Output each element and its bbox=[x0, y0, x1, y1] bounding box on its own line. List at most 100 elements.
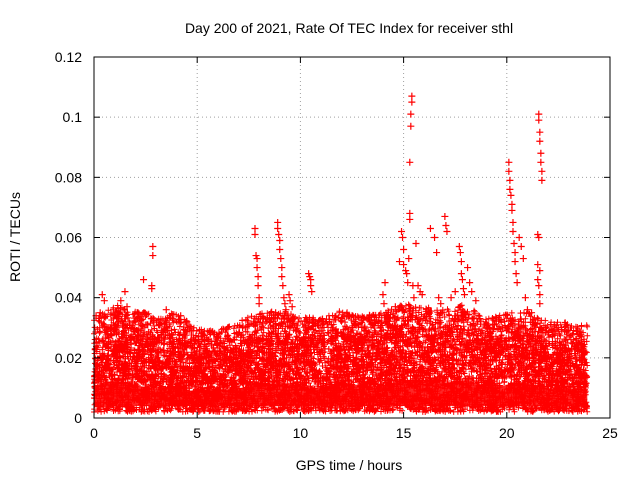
data-point bbox=[144, 321, 152, 329]
data-point bbox=[515, 234, 523, 241]
data-point bbox=[422, 306, 430, 314]
data-point bbox=[177, 312, 185, 320]
x-tick-label: 0 bbox=[90, 425, 98, 441]
data-point bbox=[507, 191, 515, 199]
data-point bbox=[468, 288, 476, 296]
data-point bbox=[511, 249, 519, 257]
data-point bbox=[476, 315, 484, 323]
data-point bbox=[499, 324, 507, 332]
data-point bbox=[512, 270, 520, 278]
data-point bbox=[308, 288, 316, 296]
data-point bbox=[183, 318, 191, 326]
data-point bbox=[107, 324, 115, 332]
data-point bbox=[131, 318, 139, 326]
data-point bbox=[511, 258, 519, 266]
data-point bbox=[458, 276, 466, 284]
data-point bbox=[100, 297, 108, 305]
data-point bbox=[536, 267, 544, 275]
data-point bbox=[288, 303, 296, 311]
y-tick-label: 0 bbox=[74, 410, 82, 426]
data-point bbox=[98, 291, 106, 299]
x-axis-label: GPS time / hours bbox=[296, 457, 403, 473]
data-point bbox=[561, 327, 569, 335]
data-point bbox=[464, 264, 472, 272]
data-point bbox=[443, 227, 451, 235]
data-point bbox=[506, 176, 514, 184]
data-point bbox=[536, 128, 544, 136]
data-point bbox=[490, 321, 498, 329]
data-point bbox=[274, 224, 282, 232]
data-point bbox=[395, 258, 403, 266]
data-point bbox=[117, 297, 125, 305]
data-point bbox=[406, 158, 414, 166]
data-point bbox=[408, 98, 416, 106]
data-point bbox=[307, 282, 315, 290]
data-point bbox=[408, 92, 416, 100]
data-point bbox=[542, 324, 550, 332]
data-point bbox=[517, 243, 525, 251]
data-point bbox=[577, 333, 585, 341]
data-point bbox=[140, 276, 148, 284]
dense-band-core bbox=[94, 380, 588, 406]
data-point bbox=[281, 300, 289, 308]
data-point bbox=[255, 294, 263, 302]
data-point bbox=[407, 110, 415, 118]
data-point bbox=[252, 252, 260, 260]
data-point bbox=[505, 158, 513, 166]
data-point bbox=[255, 300, 263, 308]
data-point bbox=[457, 270, 465, 278]
data-point bbox=[528, 309, 536, 317]
data-point bbox=[306, 273, 314, 281]
data-point bbox=[536, 291, 544, 299]
data-point bbox=[519, 255, 527, 263]
axis-ticks: 0 5 10 15 20 25 0 0.02 0.04 0.06 0.08 0.1 0.12 bbox=[55, 49, 618, 441]
data-point bbox=[534, 276, 542, 284]
data-point bbox=[447, 294, 455, 302]
data-point bbox=[412, 240, 420, 248]
data-point bbox=[399, 234, 407, 241]
data-point bbox=[254, 282, 262, 290]
y-axis-label: ROTI / TECUs bbox=[7, 192, 23, 282]
data-point bbox=[405, 255, 413, 263]
chart-title: Day 200 of 2021, Rate Of TEC Index for r… bbox=[185, 20, 513, 36]
data-point bbox=[245, 321, 253, 329]
data-point bbox=[509, 218, 517, 226]
data-point bbox=[535, 110, 543, 118]
data-point bbox=[100, 321, 108, 329]
y-tick-label: 0.1 bbox=[63, 109, 83, 125]
data-point bbox=[286, 297, 294, 305]
x-tick-label: 5 bbox=[193, 425, 201, 441]
data-point bbox=[317, 324, 325, 332]
data-point bbox=[121, 288, 129, 296]
data-point bbox=[149, 252, 157, 260]
data-point bbox=[276, 237, 284, 245]
data-point bbox=[282, 306, 290, 314]
data-point bbox=[400, 261, 408, 269]
data-point bbox=[569, 330, 577, 338]
data-point bbox=[404, 279, 412, 287]
data-point bbox=[455, 243, 463, 251]
data-point bbox=[442, 221, 450, 229]
data-point bbox=[284, 312, 292, 320]
data-point bbox=[538, 176, 546, 184]
y-tick-label: 0.02 bbox=[55, 350, 82, 366]
data-point bbox=[400, 246, 408, 254]
data-point bbox=[451, 288, 459, 296]
data-point bbox=[381, 279, 389, 287]
data-point bbox=[278, 264, 286, 272]
data-point bbox=[253, 255, 261, 263]
data-point bbox=[307, 276, 315, 284]
data-point bbox=[197, 333, 205, 341]
data-point bbox=[513, 279, 521, 287]
data-point bbox=[327, 321, 335, 329]
data-point bbox=[277, 255, 285, 263]
data-point bbox=[148, 285, 156, 293]
data-point bbox=[391, 303, 399, 311]
data-point bbox=[383, 312, 391, 320]
data-point bbox=[402, 267, 410, 275]
data-point bbox=[149, 243, 157, 251]
data-point bbox=[407, 122, 415, 130]
data-point bbox=[508, 206, 516, 214]
y-tick-label: 0.08 bbox=[55, 169, 82, 185]
